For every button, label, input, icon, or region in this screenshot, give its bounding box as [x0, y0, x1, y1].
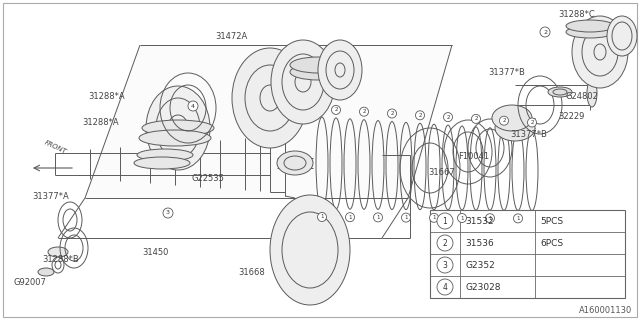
Text: 31472A: 31472A: [215, 32, 247, 41]
Circle shape: [332, 105, 340, 114]
Text: 2: 2: [531, 120, 534, 125]
Text: A160001130: A160001130: [579, 306, 632, 315]
Text: 2: 2: [419, 113, 422, 118]
Text: 31668: 31668: [238, 268, 265, 277]
Circle shape: [540, 27, 550, 37]
Circle shape: [429, 213, 438, 222]
Text: 31532: 31532: [465, 217, 493, 226]
Text: 1: 1: [516, 216, 520, 221]
Text: G22535: G22535: [192, 174, 225, 183]
Text: 31667: 31667: [428, 168, 455, 177]
Text: 1: 1: [376, 215, 380, 220]
Text: G23028: G23028: [465, 283, 500, 292]
Ellipse shape: [38, 268, 54, 276]
Text: 2: 2: [543, 29, 547, 35]
Ellipse shape: [318, 40, 362, 100]
Text: G92007: G92007: [14, 278, 47, 287]
Circle shape: [499, 116, 509, 125]
Text: 31377*B: 31377*B: [488, 68, 525, 77]
Text: 1: 1: [348, 215, 352, 220]
Ellipse shape: [566, 20, 614, 32]
Text: 2: 2: [474, 116, 477, 121]
Text: 3: 3: [166, 211, 170, 215]
Text: 5PCS: 5PCS: [540, 217, 563, 226]
Ellipse shape: [548, 87, 572, 97]
Ellipse shape: [566, 26, 614, 38]
Text: 2: 2: [390, 111, 394, 116]
Circle shape: [513, 214, 522, 223]
Ellipse shape: [271, 40, 335, 124]
Bar: [430, 210, 625, 298]
Text: 31288*B: 31288*B: [42, 255, 79, 264]
Circle shape: [317, 212, 326, 221]
Text: G24802: G24802: [565, 92, 598, 101]
Text: F10041: F10041: [458, 152, 489, 161]
Text: 31536: 31536: [465, 238, 493, 247]
Ellipse shape: [492, 105, 532, 131]
Circle shape: [486, 214, 495, 223]
Circle shape: [437, 257, 453, 273]
Circle shape: [437, 279, 453, 295]
Text: 6PCS: 6PCS: [540, 238, 563, 247]
Text: 2: 2: [362, 109, 365, 114]
Text: G2352: G2352: [465, 260, 495, 269]
Ellipse shape: [146, 86, 210, 170]
Ellipse shape: [137, 149, 193, 161]
Text: 31377*A: 31377*A: [32, 192, 68, 201]
Text: 2: 2: [502, 118, 506, 123]
Circle shape: [415, 111, 424, 120]
Circle shape: [188, 101, 198, 111]
Ellipse shape: [495, 115, 535, 141]
Circle shape: [387, 109, 397, 118]
Ellipse shape: [572, 16, 628, 88]
Text: 31288*A: 31288*A: [88, 92, 125, 101]
Text: 32229: 32229: [558, 112, 584, 121]
Text: 31377*B: 31377*B: [510, 130, 547, 139]
Text: 2: 2: [443, 238, 447, 247]
Text: 2: 2: [334, 108, 338, 112]
Text: 4: 4: [443, 283, 447, 292]
Circle shape: [472, 114, 481, 124]
Text: 1: 1: [443, 217, 447, 226]
Circle shape: [346, 213, 355, 222]
Text: 31450: 31450: [142, 248, 168, 257]
Circle shape: [527, 118, 536, 127]
Circle shape: [163, 208, 173, 218]
Circle shape: [458, 213, 467, 222]
Text: 4: 4: [191, 103, 195, 108]
Text: 3: 3: [443, 260, 447, 269]
Text: FRONT: FRONT: [43, 140, 67, 155]
Text: 1: 1: [460, 215, 464, 220]
Ellipse shape: [48, 247, 68, 257]
Ellipse shape: [587, 79, 597, 107]
Circle shape: [360, 107, 369, 116]
Ellipse shape: [134, 157, 190, 169]
Ellipse shape: [139, 130, 211, 146]
Ellipse shape: [607, 16, 637, 56]
Text: 1: 1: [488, 216, 492, 221]
Text: 1: 1: [404, 215, 408, 220]
Circle shape: [437, 235, 453, 251]
Text: 1: 1: [432, 215, 436, 220]
Circle shape: [374, 213, 383, 222]
Circle shape: [401, 213, 410, 222]
Text: 1: 1: [320, 214, 324, 220]
Text: 2: 2: [446, 115, 450, 120]
Circle shape: [437, 213, 453, 229]
Ellipse shape: [277, 151, 313, 175]
Ellipse shape: [290, 64, 346, 80]
Ellipse shape: [290, 57, 346, 73]
Ellipse shape: [232, 48, 308, 148]
Text: 31288*C: 31288*C: [558, 10, 595, 19]
Ellipse shape: [142, 120, 214, 136]
Text: 31288*A: 31288*A: [82, 118, 118, 127]
Ellipse shape: [270, 195, 350, 305]
Circle shape: [444, 113, 452, 122]
Polygon shape: [85, 45, 452, 198]
